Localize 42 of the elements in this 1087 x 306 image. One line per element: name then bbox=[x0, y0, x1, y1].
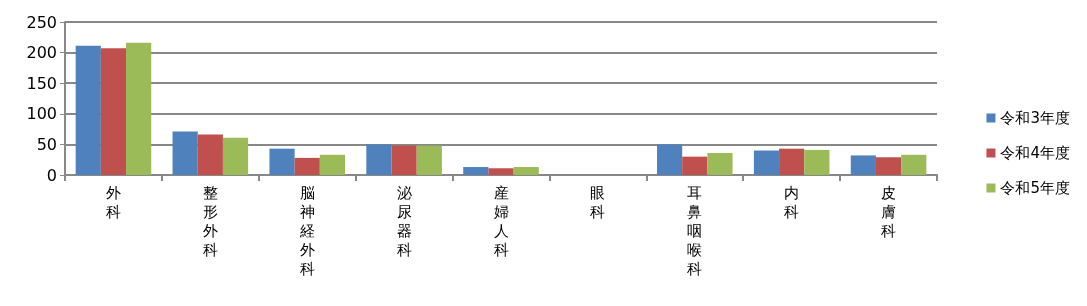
bar bbox=[366, 144, 392, 175]
y-tick-label: 200 bbox=[26, 43, 57, 63]
bar bbox=[197, 134, 223, 175]
bar bbox=[126, 42, 152, 175]
bar bbox=[850, 155, 876, 175]
bar bbox=[100, 48, 127, 175]
y-tick-label: 250 bbox=[26, 12, 57, 32]
x-tick-label: 内科 bbox=[784, 183, 800, 221]
bar bbox=[391, 145, 417, 175]
x-tick-label: 耳鼻咽喉科 bbox=[687, 183, 703, 278]
y-tick-label: 150 bbox=[26, 73, 57, 93]
bar bbox=[707, 152, 733, 175]
bar bbox=[779, 148, 805, 175]
bar bbox=[269, 148, 295, 175]
bar bbox=[753, 150, 780, 175]
bar bbox=[682, 156, 708, 175]
bar bbox=[294, 157, 320, 175]
bar bbox=[804, 149, 830, 175]
y-tick-label: 0 bbox=[46, 165, 57, 185]
bar bbox=[172, 131, 198, 175]
x-tick-label: 皮膚科 bbox=[881, 183, 897, 240]
bar bbox=[513, 167, 539, 175]
bar bbox=[656, 144, 683, 175]
bar bbox=[222, 137, 249, 175]
x-tick-label: 外科 bbox=[105, 183, 121, 221]
x-tick-label: 眼科 bbox=[590, 183, 606, 221]
x-tick-label: 脳神経外科 bbox=[298, 183, 315, 278]
bar bbox=[75, 45, 101, 175]
legend-label: 令和5年度 bbox=[1000, 179, 1070, 197]
bar bbox=[901, 154, 927, 175]
y-tick-label: 100 bbox=[26, 104, 57, 124]
bar bbox=[416, 145, 442, 175]
bar bbox=[875, 157, 902, 175]
x-tick-label: 産婦人科 bbox=[493, 183, 509, 259]
x-tick-label: 泌尿器科 bbox=[396, 183, 412, 259]
bar bbox=[463, 167, 489, 175]
x-tick-label: 整形外科 bbox=[202, 183, 218, 259]
legend-label: 令和4年度 bbox=[1000, 144, 1070, 162]
y-tick-label: 50 bbox=[36, 134, 57, 154]
legend-label: 令和3年度 bbox=[1000, 109, 1070, 127]
bar bbox=[488, 168, 514, 175]
bar bbox=[319, 154, 346, 175]
